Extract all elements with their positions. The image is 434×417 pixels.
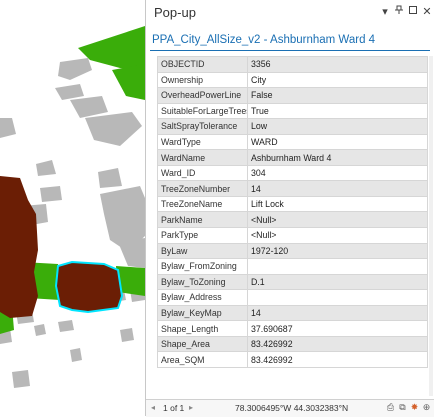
table-row: Bylaw_FromZoning <box>157 258 428 275</box>
table-row: Bylaw_Address <box>157 289 428 306</box>
table-row: WardType WARD <box>157 133 428 151</box>
field-value: City <box>247 71 428 89</box>
table-row: TreeZoneName Lift Lock <box>157 195 428 213</box>
field-name: TreeZoneName <box>157 195 248 213</box>
field-value: Low <box>247 118 428 135</box>
field-value: 14 <box>247 304 428 322</box>
popup-header: Pop-up ▾ ✕ <box>146 0 434 26</box>
field-value <box>247 258 428 275</box>
chevron-down-icon[interactable]: ▾ <box>382 6 388 18</box>
field-value: True <box>247 102 428 120</box>
field-value: D.1 <box>247 273 428 291</box>
attribute-table: OBJECTID 3356 Ownership City OverheadPowerLi… <box>157 56 428 368</box>
map-canvas[interactable] <box>0 0 145 416</box>
table-row: Bylaw_KeyMap 14 <box>157 304 428 322</box>
field-name: TreeZoneNumber <box>157 180 248 197</box>
table-row: Bylaw_ToZoning D.1 <box>157 273 428 291</box>
coordinates-readout: 78.3006495°W 44.3032383°N <box>235 403 349 413</box>
field-value: Lift Lock <box>247 195 428 213</box>
table-row: Shape_Length 37.690687 <box>157 320 428 337</box>
previous-feature-icon[interactable]: ◂ <box>151 403 156 412</box>
table-row: ParkType <Null> <box>157 227 428 244</box>
field-value: <Null> <box>247 227 428 244</box>
field-name: ByLaw <box>157 242 248 260</box>
next-feature-icon[interactable]: ▸ <box>189 403 194 412</box>
field-value: Ashburnham Ward 4 <box>247 149 428 166</box>
table-row: Area_SQM 83.426992 <box>157 351 428 368</box>
table-row: OverheadPowerLine False <box>157 87 428 104</box>
table-row: TreeZoneNumber 14 <box>157 180 428 197</box>
popup-footer: ◂ 1 of 1 ▸ 78.3006495°W 44.3032383°N ⎙ ⧉… <box>146 399 434 417</box>
flash-icon[interactable]: ✸ <box>410 402 419 412</box>
field-value: 37.690687 <box>247 320 428 337</box>
table-row: Ward_ID 304 <box>157 164 428 182</box>
field-name: ParkType <box>157 227 248 244</box>
field-value: 83.426992 <box>247 335 428 353</box>
field-name: WardName <box>157 149 248 166</box>
selected-parcel[interactable] <box>54 260 124 314</box>
field-name: OverheadPowerLine <box>157 87 248 104</box>
field-name: Bylaw_Address <box>157 289 248 306</box>
close-icon[interactable]: ✕ <box>422 6 432 18</box>
zoom-to-icon[interactable]: ⊕ <box>422 402 431 412</box>
map-view[interactable] <box>0 0 145 416</box>
table-row: SuitableForLargeTrees True <box>157 102 428 120</box>
maximize-icon[interactable] <box>406 5 420 19</box>
field-name: OBJECTID <box>157 56 248 73</box>
brown-parcel <box>0 176 38 318</box>
table-row: OBJECTID 3356 <box>157 56 428 73</box>
field-name: Area_SQM <box>157 351 248 368</box>
field-name: Ownership <box>157 71 248 89</box>
table-row: Ownership City <box>157 71 428 89</box>
table-row: WardName Ashburnham Ward 4 <box>157 149 428 166</box>
field-name: ParkName <box>157 211 248 229</box>
feature-title[interactable]: PPA_City_AllSize_v2 - Ashburnham Ward 4 <box>152 34 376 46</box>
field-value <box>247 289 428 306</box>
gray-parcels <box>0 58 145 388</box>
field-name: Shape_Length <box>157 320 248 337</box>
scrollbar[interactable] <box>429 56 433 396</box>
print-icon[interactable]: ⎙ <box>386 402 395 412</box>
table-row: Shape_Area 83.426992 <box>157 335 428 353</box>
export-icon[interactable]: ⧉ <box>399 402 406 412</box>
field-name: WardType <box>157 133 248 151</box>
field-name: SuitableForLargeTrees <box>157 102 248 120</box>
field-value: WARD <box>247 133 428 151</box>
field-value: 3356 <box>247 56 428 73</box>
field-name: Bylaw_ToZoning <box>157 273 248 291</box>
field-name: Shape_Area <box>157 335 248 353</box>
popup-panel: Pop-up ▾ ✕ PPA_City_AllSize_v2 - Ashburn… <box>145 0 434 417</box>
table-row: SaltSprayTolerance Low <box>157 118 428 135</box>
field-name: Bylaw_FromZoning <box>157 258 248 275</box>
field-name: Bylaw_KeyMap <box>157 304 248 322</box>
field-value: <Null> <box>247 211 428 229</box>
field-value: 1972-120 <box>247 242 428 260</box>
field-name: Ward_ID <box>157 164 248 182</box>
field-value: 83.426992 <box>247 351 428 368</box>
field-value: False <box>247 87 428 104</box>
table-row: ByLaw 1972-120 <box>157 242 428 260</box>
table-row: ParkName <Null> <box>157 211 428 229</box>
field-name: SaltSprayTolerance <box>157 118 248 135</box>
feature-title-underline <box>150 50 430 51</box>
pager-label: 1 of 1 <box>163 403 185 413</box>
field-value: 304 <box>247 164 428 182</box>
pin-icon[interactable] <box>392 5 406 19</box>
field-value: 14 <box>247 180 428 197</box>
popup-title: Pop-up <box>154 5 196 20</box>
